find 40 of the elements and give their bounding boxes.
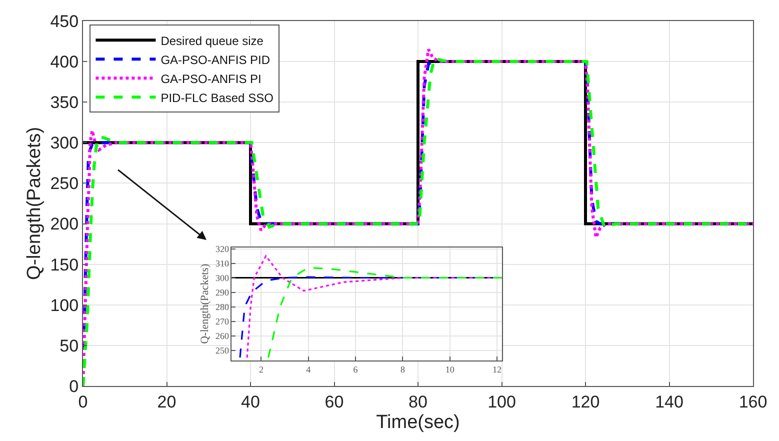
x-tick-label: 120 xyxy=(571,392,600,412)
y-tick-label: 310 xyxy=(215,258,230,268)
x-tick-label: 10 xyxy=(445,364,455,374)
x-tick-label: 160 xyxy=(738,392,768,412)
y-tick-label: 50 xyxy=(60,336,79,356)
y-tick-label: 300 xyxy=(215,272,230,283)
legend-label: PID-FLC Based SSO xyxy=(160,90,274,105)
legend-label: Desired queue size xyxy=(160,34,264,48)
y-axis-title: Q-length(Packets) xyxy=(199,264,212,344)
y-tick-label: 350 xyxy=(50,93,79,112)
line-series xyxy=(267,266,502,358)
y-tick-label: 0 xyxy=(69,376,79,396)
x-tick-label: 100 xyxy=(488,392,516,412)
y-tick-label: 200 xyxy=(50,214,79,234)
y-tick-label: 150 xyxy=(50,255,79,274)
x-tick-label: 8 xyxy=(400,364,406,374)
x-tick-label: 80 xyxy=(408,392,428,412)
y-tick-label: 290 xyxy=(215,287,230,298)
y-tick-label: 300 xyxy=(50,134,79,153)
legend-label: GA-PSO-ANFIS PID xyxy=(160,52,270,67)
y-tick-label: 400 xyxy=(50,52,79,72)
y-tick-label: 250 xyxy=(50,174,79,194)
x-axis-title: Time(sec) xyxy=(376,412,460,434)
x-tick-label: 40 xyxy=(241,392,260,412)
y-tick-label: 100 xyxy=(50,296,79,315)
x-tick-label: 2 xyxy=(258,364,264,374)
y-tick-label: 260 xyxy=(215,330,230,341)
y-tick-label: 250 xyxy=(215,345,230,356)
y-tick-label: 450 xyxy=(50,12,79,31)
x-tick-label: 60 xyxy=(324,392,344,412)
x-tick-label: 140 xyxy=(655,392,684,412)
y-axis-title: Q-length(Packets) xyxy=(24,126,46,280)
y-tick-label: 270 xyxy=(215,316,230,326)
y-tick-label: 320 xyxy=(215,244,230,254)
legend-label: GA-PSO-ANFIS PI xyxy=(160,72,262,86)
y-tick-label: 280 xyxy=(215,302,230,312)
x-tick-label: 20 xyxy=(157,392,176,412)
x-tick-label: 12 xyxy=(492,364,502,374)
x-tick-label: 4 xyxy=(306,364,312,374)
x-tick-label: 6 xyxy=(353,364,358,374)
